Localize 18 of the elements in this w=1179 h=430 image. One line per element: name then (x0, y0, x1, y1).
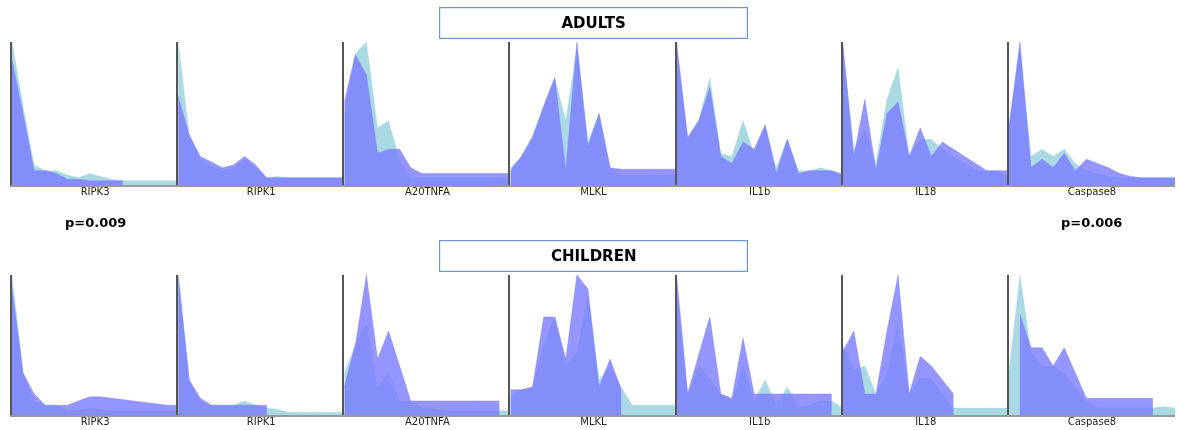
x-axis-title: MLKL (580, 185, 608, 197)
x-axis-title: RIPK3 (80, 185, 110, 197)
x-axis-title: Caspase8 (1067, 185, 1117, 197)
chart-title: ADULTS (561, 14, 626, 33)
x-axis-title: A20TNFA (404, 415, 450, 427)
x-axis-title: RIPK3 (80, 415, 110, 427)
x-axis-title: A20TNFA (404, 185, 450, 197)
text: p=0.006 (1061, 215, 1123, 230)
x-axis-title: IL18 (915, 185, 937, 197)
x-axis-title: RIPK1 (246, 185, 276, 197)
x-axis-title: RIPK1 (246, 415, 276, 427)
x-axis-title: IL1b (749, 415, 771, 427)
text: p=0.009 (65, 215, 127, 230)
x-axis-title: IL18 (915, 415, 937, 427)
x-axis-title: MLKL (580, 415, 608, 427)
x-axis-title: IL1b (749, 185, 771, 197)
x-axis-title: Caspase8 (1067, 415, 1117, 427)
chart-title: CHILDREN (550, 247, 637, 266)
